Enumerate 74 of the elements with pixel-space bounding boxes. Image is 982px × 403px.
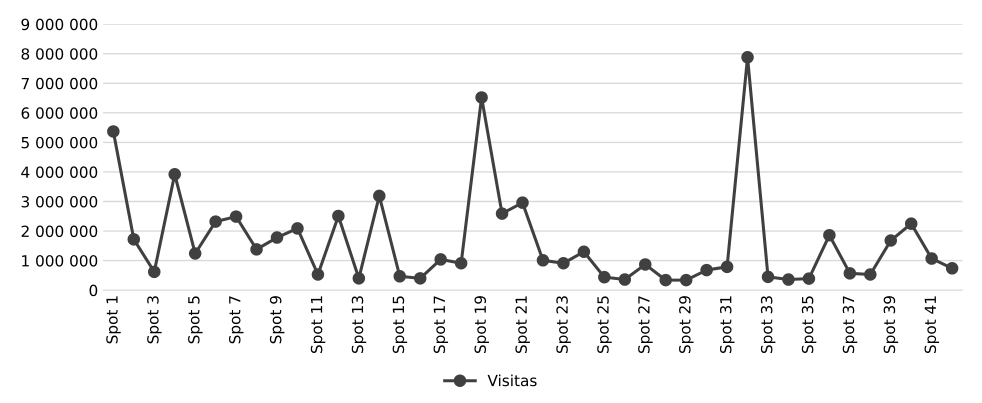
point — [434, 253, 447, 266]
x-tick-label: Spot 3 — [147, 296, 162, 344]
point — [475, 91, 488, 104]
point — [618, 273, 632, 286]
x-tick-label: Spot 17 — [434, 296, 448, 354]
x-tick-label: Spot 25 — [597, 296, 612, 354]
x-tick-label: Spot 5 — [188, 296, 203, 344]
point — [536, 254, 550, 267]
legend-label: Visitas — [488, 374, 537, 386]
x-tick-label: Spot 35 — [802, 296, 816, 354]
x-tick-label: Spot 7 — [228, 296, 244, 344]
point — [373, 190, 386, 202]
x-tick-label: Spot 33 — [760, 296, 776, 354]
point — [516, 196, 529, 209]
y-tick-label: 5 000 000 — [22, 136, 98, 148]
y-tick-label: 0 — [90, 284, 98, 296]
point — [270, 231, 284, 244]
y-tick-label: 4 000 000 — [21, 166, 98, 178]
point — [639, 258, 652, 271]
point — [659, 274, 672, 286]
x-tick-label: Spot 15 — [392, 296, 408, 354]
point — [904, 217, 918, 230]
point — [578, 245, 590, 258]
x-tick-label: Spot 27 — [638, 296, 653, 354]
point — [454, 257, 468, 270]
y-tick-label: 8 000 000 — [22, 48, 98, 60]
point — [230, 210, 242, 223]
x-tick-label: Spot 1 — [106, 296, 121, 344]
x-tick-label: Spot 37 — [842, 296, 858, 354]
x-tick-label: Spot 31 — [720, 296, 734, 354]
point — [823, 228, 836, 242]
x-tick-label: Spot 9 — [270, 296, 284, 344]
point — [250, 243, 263, 256]
point — [496, 207, 508, 220]
x-tick-label: Spot 39 — [884, 296, 898, 354]
point — [864, 268, 877, 281]
point — [107, 125, 120, 138]
point — [394, 270, 406, 283]
point — [925, 252, 938, 265]
point — [946, 262, 958, 275]
x-tick-label: Spot 23 — [556, 296, 571, 354]
point — [148, 266, 161, 278]
point — [782, 273, 795, 286]
y-tick-label: 6 000 000 — [22, 107, 98, 119]
x-tick-label: Spot 29 — [679, 296, 694, 354]
y-tick-label: 7 000 000 — [22, 78, 98, 90]
x-tick-label: Spot 21 — [515, 296, 530, 354]
point — [168, 168, 181, 181]
x-tick-label: Spot 41 — [924, 296, 940, 354]
point — [700, 264, 713, 276]
point — [598, 270, 611, 284]
point — [720, 260, 734, 274]
y-tick-label: 2 000 000 — [22, 226, 98, 238]
point — [128, 233, 140, 246]
point — [741, 51, 754, 64]
point — [209, 215, 222, 228]
point — [291, 222, 304, 235]
point — [762, 270, 774, 284]
point — [557, 257, 570, 270]
point — [414, 272, 426, 285]
point — [844, 267, 856, 280]
x-tick-label: Spot 13 — [352, 296, 366, 354]
y-tick-label: 1 000 000 — [22, 255, 98, 267]
point — [802, 272, 816, 285]
point — [352, 272, 366, 285]
y-tick-label: 9 000 000 — [21, 18, 98, 30]
point — [188, 247, 202, 260]
point — [312, 268, 324, 281]
point — [332, 210, 345, 222]
point — [680, 274, 692, 286]
point — [884, 234, 898, 247]
x-tick-label: Spot 19 — [474, 296, 489, 354]
y-tick-label: 3 000 000 — [22, 196, 98, 208]
x-tick-label: Spot 11 — [310, 296, 326, 354]
